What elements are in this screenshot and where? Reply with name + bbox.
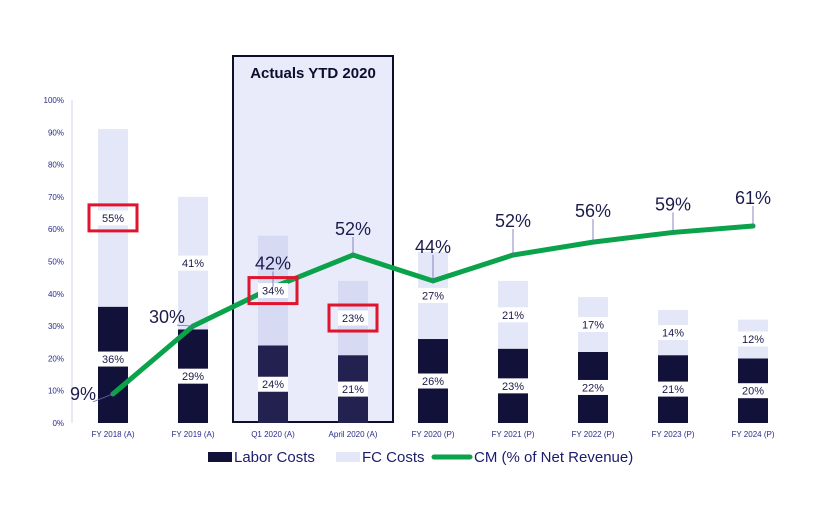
y-tick-label: 80%: [48, 161, 64, 170]
legend-swatch-fc-costs: [336, 452, 360, 462]
label-labor-costs-bg: [418, 373, 448, 389]
label-labor-costs: 26%: [422, 376, 444, 388]
y-tick-label: 60%: [48, 225, 64, 234]
x-tick-label: FY 2020 (P): [412, 430, 455, 439]
label-fc-costs-bg: [578, 316, 608, 332]
label-labor-costs: 20%: [742, 386, 764, 398]
callout-box: [327, 303, 379, 333]
y-tick-label: 20%: [48, 354, 64, 363]
label-cm: 59%: [655, 194, 691, 214]
label-labor-costs: 36%: [102, 354, 124, 366]
x-tick-label: FY 2018 (A): [92, 430, 135, 439]
x-tick-label: FY 2024 (P): [732, 430, 775, 439]
y-tick-label: 50%: [48, 258, 64, 267]
label-labor-costs-bg: [178, 368, 208, 384]
y-tick-label: 40%: [48, 290, 64, 299]
legend-swatch-labor-costs: [208, 452, 232, 462]
label-fc-costs-bg: [418, 287, 448, 303]
label-fc-costs: 34%: [262, 286, 284, 298]
label-cm: 9%: [70, 384, 96, 404]
label-labor-costs: 29%: [182, 371, 204, 383]
label-cm: 52%: [335, 219, 371, 239]
y-tick-label: 90%: [48, 128, 64, 137]
label-labor-costs-bg: [578, 379, 608, 395]
label-fc-costs-bg: [658, 325, 688, 341]
label-labor-costs: 24%: [262, 379, 284, 391]
y-tick-label: 0%: [52, 419, 64, 428]
label-labor-costs-bg: [338, 381, 368, 397]
label-cm: 56%: [575, 201, 611, 221]
x-axis: FY 2018 (A) FY 2019 (A) Q1 2020 (A) April 2…: [92, 430, 775, 439]
label-labor-costs: 21%: [662, 384, 684, 396]
legend-label-fc-costs: FC Costs: [362, 449, 425, 466]
x-tick-label: April 2020 (A): [329, 430, 378, 439]
label-fc-costs-bg: [338, 310, 368, 326]
y-axis: 0% 10% 20% 30% 40% 50% 60% 70% 80% 90% 100%: [44, 96, 73, 428]
label-fc-costs: 23%: [342, 313, 364, 325]
label-fc-costs-bg: [498, 307, 528, 323]
label-cm: 42%: [255, 253, 291, 273]
label-labor-costs-bg: [98, 351, 128, 367]
label-labor-costs: 21%: [342, 384, 364, 396]
label-labor-costs-bg: [498, 378, 528, 394]
x-tick-label: FY 2021 (P): [492, 430, 535, 439]
label-labor-costs-bg: [258, 376, 288, 392]
label-fc-costs: 17%: [582, 319, 604, 331]
label-fc-costs-bg: [98, 210, 128, 226]
callout-box: [87, 203, 139, 233]
label-fc-costs: 12%: [742, 334, 764, 346]
label-fc-costs: 21%: [502, 310, 524, 322]
cm-leader-line: [176, 324, 194, 327]
label-fc-costs-bg: [258, 283, 288, 299]
x-tick-label: Q1 2020 (A): [251, 430, 295, 439]
label-fc-costs-bg: [178, 255, 208, 271]
label-fc-costs-bg: [738, 331, 768, 347]
x-tick-label: FY 2019 (A): [172, 430, 215, 439]
legend: Labor Costs FC Costs CM (% of Net Revenue): [208, 449, 633, 466]
label-cm: 44%: [415, 237, 451, 257]
y-tick-label: 70%: [48, 193, 64, 202]
legend-label-cm: CM (% of Net Revenue): [474, 449, 633, 466]
callout-box: [247, 276, 299, 306]
label-fc-costs: 55%: [102, 213, 124, 225]
x-tick-label: FY 2022 (P): [572, 430, 615, 439]
x-tick-label: FY 2023 (P): [652, 430, 695, 439]
label-cm: 61%: [735, 188, 771, 208]
label-labor-costs: 22%: [582, 382, 604, 394]
label-labor-costs-bg: [738, 383, 768, 399]
label-fc-costs: 14%: [662, 328, 684, 340]
highlight-box-title: Actuals YTD 2020: [250, 65, 376, 82]
y-tick-label: 10%: [48, 387, 64, 396]
label-cm: 52%: [495, 211, 531, 231]
label-fc-costs: 27%: [422, 290, 444, 302]
label-labor-costs-bg: [658, 381, 688, 397]
label-cm: 30%: [149, 307, 185, 327]
label-labor-costs: 23%: [502, 381, 524, 393]
y-tick-label: 30%: [48, 322, 64, 331]
callout-layer: [87, 203, 379, 333]
y-tick-label: 100%: [44, 96, 64, 105]
data-label-layer: 36% 55% 29% 41% 24% 34% 21% 23% 26% 27% 23% 21% 22% 1…: [70, 188, 771, 404]
label-fc-costs: 41%: [182, 258, 204, 270]
cm-leader-line: [92, 393, 114, 403]
legend-label-labor-costs: Labor Costs: [234, 449, 315, 466]
